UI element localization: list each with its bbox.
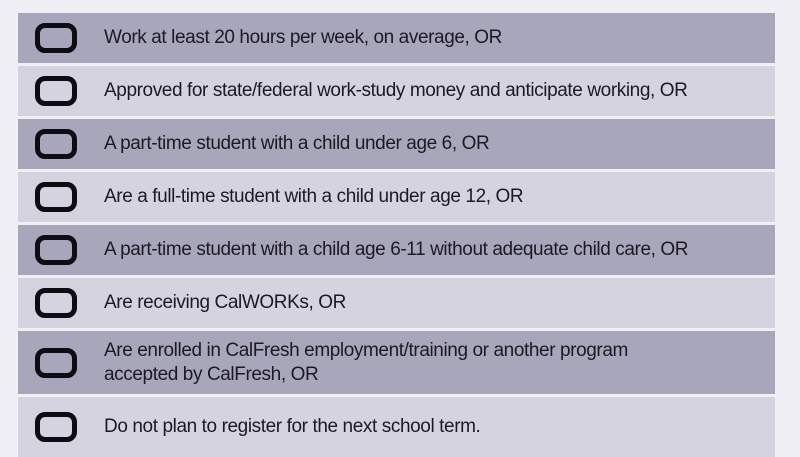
checklist-row: A part-time student with a child age 6-1… — [18, 225, 775, 275]
checklist-row: Are enrolled in CalFresh employment/trai… — [18, 331, 775, 394]
checkbox[interactable] — [35, 76, 77, 106]
checkbox[interactable] — [35, 412, 77, 442]
eligibility-checklist: Work at least 20 hours per week, on aver… — [18, 13, 775, 457]
checklist-item-label: Work at least 20 hours per week, on aver… — [104, 27, 503, 49]
checkbox[interactable] — [35, 182, 77, 212]
checklist-item-label: A part-time student with a child under a… — [104, 133, 490, 155]
checklist-row: Do not plan to register for the next sch… — [18, 397, 775, 457]
checklist-row: Are a full-time student with a child und… — [18, 172, 775, 222]
checklist-item-label: Do not plan to register for the next sch… — [104, 416, 481, 438]
checkbox[interactable] — [35, 235, 77, 265]
checklist-row: Are receiving CalWORKs, OR — [18, 278, 775, 328]
checklist-row: Work at least 20 hours per week, on aver… — [18, 13, 775, 63]
checklist-item-label: Approved for state/federal work-study mo… — [104, 80, 688, 102]
checklist-item-label: A part-time student with a child age 6-1… — [104, 239, 689, 261]
checklist-row: A part-time student with a child under a… — [18, 119, 775, 169]
checkbox[interactable] — [35, 129, 77, 159]
checkbox[interactable] — [35, 347, 77, 378]
checklist-item-label: Are enrolled in CalFresh employment/trai… — [104, 340, 628, 385]
checkbox[interactable] — [35, 23, 77, 53]
checklist-row: Approved for state/federal work-study mo… — [18, 66, 775, 116]
checkbox[interactable] — [35, 288, 77, 318]
checklist-item-label: Are receiving CalWORKs, OR — [104, 292, 346, 314]
checklist-item-label: Are a full-time student with a child und… — [104, 186, 524, 208]
